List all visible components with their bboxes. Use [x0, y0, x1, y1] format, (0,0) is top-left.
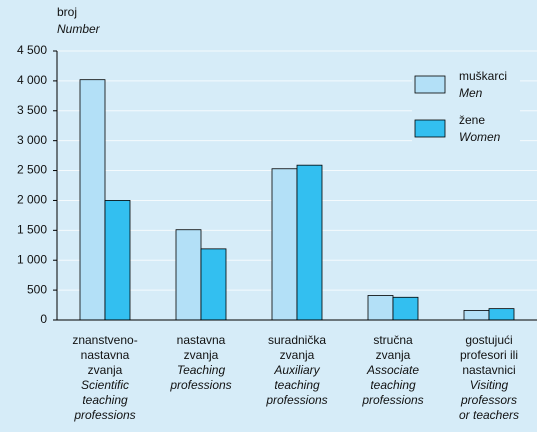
bar [200, 248, 227, 321]
y-tick-label: 500 [27, 282, 47, 296]
bar [79, 79, 106, 321]
y-tick-label: 3 500 [17, 103, 47, 117]
bar [367, 295, 394, 321]
legend-swatch [414, 75, 446, 94]
x-tick-label-en: Teaching [177, 363, 226, 377]
bar [175, 229, 202, 321]
x-tick-label: gostujući [465, 333, 512, 347]
legend-label-en: Men [459, 86, 483, 100]
legend-label: žene [459, 113, 485, 127]
x-tick-label-en: teaching [370, 378, 416, 392]
y-tick-label: 2 000 [17, 193, 47, 207]
legend-label-en: Women [459, 130, 501, 144]
bar [296, 164, 323, 321]
x-tick-label-en: professions [361, 393, 423, 407]
bar [271, 168, 298, 321]
x-tick-label-en: Auxiliary [273, 363, 320, 377]
x-tick-label-en: professors [460, 393, 517, 407]
bar [488, 308, 515, 321]
x-tick-label-en: professions [169, 378, 231, 392]
x-tick-label: nastavnici [462, 363, 515, 377]
x-tick-label-en: or teachers [459, 408, 519, 422]
y-tick-label: 2 500 [17, 163, 47, 177]
y-axis-label: broj [57, 5, 77, 19]
legend-swatch [414, 119, 446, 138]
x-tick-label: zvanja [280, 348, 315, 362]
x-tick-label: nastavna [81, 348, 130, 362]
x-tick-label-en: Scientific [81, 378, 129, 392]
x-tick-label: suradnička [268, 333, 326, 347]
y-tick-label: 1 000 [17, 252, 47, 266]
y-tick-label: 4 000 [17, 73, 47, 87]
x-tick-label: stručna [373, 333, 413, 347]
bar [463, 310, 490, 321]
y-tick-label: 1 500 [17, 223, 47, 237]
x-tick-label: zvanja [88, 363, 123, 377]
x-tick-label-en: teaching [274, 378, 320, 392]
x-tick-label: profesori ili [460, 348, 518, 362]
y-tick-label: 3 000 [17, 133, 47, 147]
x-tick-label-en: Associate [366, 363, 419, 377]
x-tick-label: nastavna [177, 333, 226, 347]
bar [392, 296, 419, 321]
x-tick-label-en: professions [265, 393, 327, 407]
x-tick-label: zvanja [184, 348, 219, 362]
x-tick-label-en: teaching [82, 393, 128, 407]
bar [104, 200, 131, 321]
y-tick-label: 4 500 [17, 43, 47, 57]
x-tick-label: zvanja [376, 348, 411, 362]
y-axis-label-en: Number [57, 22, 101, 36]
x-tick-label-en: Visiting [470, 378, 509, 392]
x-tick-label: znanstveno- [72, 333, 137, 347]
y-tick-label: 0 [40, 312, 47, 326]
x-tick-label-en: professions [73, 408, 135, 422]
legend-label: muškarci [459, 69, 507, 83]
